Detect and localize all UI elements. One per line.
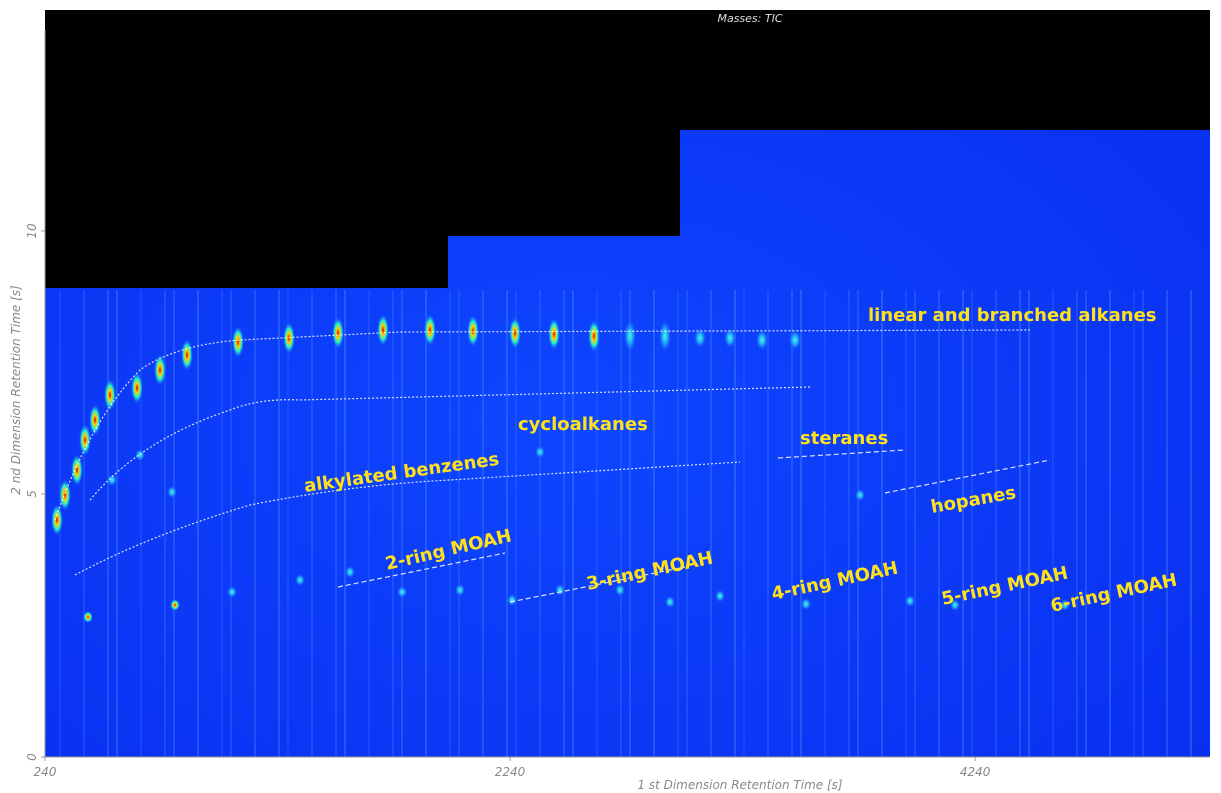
unmeasured-region <box>448 10 680 236</box>
y-tick-label: 0 <box>25 753 39 761</box>
peak <box>107 474 117 486</box>
unmeasured-region <box>45 10 448 288</box>
peak <box>295 574 305 586</box>
peak <box>555 584 565 596</box>
x-axis-label: 1 st Dimension Retention Time [s] <box>637 778 843 792</box>
chart: Masses: TIC 1 st Dimension Retention Tim… <box>0 0 1221 793</box>
peak <box>455 584 465 596</box>
peak <box>509 317 521 349</box>
annotation: steranes <box>800 428 888 449</box>
peak <box>104 379 116 411</box>
x-tick-label: 240 <box>34 765 57 779</box>
peak <box>715 590 725 602</box>
chart-title: Masses: TIC <box>717 12 782 25</box>
peak <box>167 486 177 498</box>
peak <box>659 320 671 352</box>
x-tick-label: 4240 <box>960 765 991 779</box>
peak <box>345 566 355 578</box>
y-tick-label: 5 <box>25 490 39 498</box>
peak <box>694 328 706 348</box>
y-tick-label: 10 <box>25 223 39 239</box>
peak <box>71 454 83 486</box>
peak <box>232 326 244 358</box>
peak <box>855 489 865 501</box>
annotation: cycloalkanes <box>518 414 648 435</box>
peak <box>51 504 63 536</box>
peak <box>424 314 436 346</box>
peak <box>507 594 517 606</box>
peak <box>397 586 407 598</box>
plot-area <box>45 10 1210 757</box>
peak <box>181 339 193 371</box>
peak <box>83 611 93 623</box>
x-tick-label: 2240 <box>495 765 526 779</box>
peak <box>535 446 545 458</box>
peak <box>135 449 145 461</box>
peak <box>756 330 768 350</box>
peak <box>665 596 675 608</box>
peak <box>227 586 237 598</box>
peak <box>789 330 801 350</box>
peak <box>131 372 143 404</box>
peak <box>332 317 344 349</box>
peak <box>377 314 389 346</box>
peak <box>79 424 91 456</box>
peak <box>624 320 636 352</box>
peak <box>905 595 915 607</box>
annotation: linear and branched alkanes <box>868 305 1157 326</box>
peak <box>588 320 600 352</box>
y-axis-label: 2 nd Dimension Retention Time [s] <box>9 285 23 495</box>
peak <box>59 479 71 511</box>
peak <box>548 318 560 350</box>
peak <box>170 599 180 611</box>
peak <box>801 598 811 610</box>
peak <box>467 315 479 347</box>
unmeasured-region <box>680 10 1210 130</box>
